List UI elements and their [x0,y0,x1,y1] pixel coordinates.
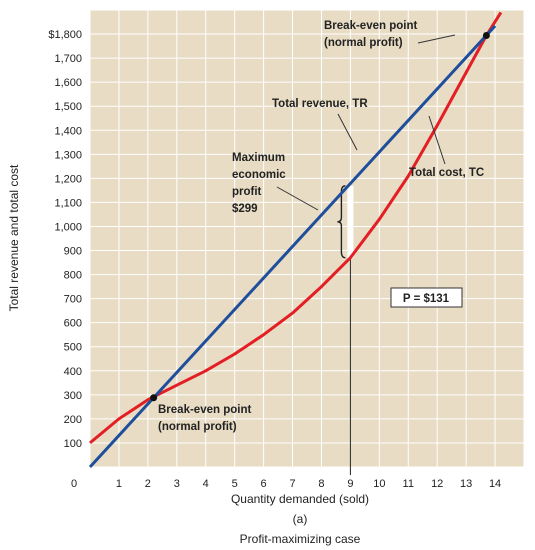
y-tick-label: 1,400 [54,125,82,137]
x-tick-label: 12 [431,478,443,490]
price-box [390,287,463,308]
max-profit-pointer [276,186,319,211]
y-tick-label: 1,100 [54,197,82,209]
y-axis-label: Total revenue and total cost [7,164,21,311]
y-tick-label: 1,700 [54,53,82,65]
profit-gap [347,185,354,258]
break-even-top-pointer [417,34,456,44]
break-even-top-label-1: Break-even point [324,20,417,32]
x-tick-label: 5 [232,478,238,490]
tc-label: Total cost, TC [409,167,484,179]
x-tick-label: 11 [403,478,414,490]
x-tick-label: 8 [318,478,324,490]
max-profit-label-3: profit [232,186,262,198]
sub-label: (a) [293,512,308,526]
series-layer [88,11,503,469]
y-tick-label: 1,000 [54,221,82,233]
y-tick-label: 1,200 [54,173,82,185]
y-tick-label: 1,500 [54,101,82,113]
profit-bracket [337,185,354,475]
y-tick-label: 300 [64,390,82,402]
break-even-bottom-label-2: (normal profit) [158,421,237,433]
x-tick-label: 13 [460,478,472,490]
x-tick-label: 10 [373,478,385,490]
break-even-top-label-2: (normal profit) [324,37,403,49]
y-tick-label: 1,300 [54,149,82,161]
total-cost-line [89,11,503,445]
tick-labels: 0 1 2 3 4 5 6 7 8 9 10 11 12 13 1410020030040050060070… [48,29,501,490]
x-tick-label: 14 [489,478,501,490]
y-tick-label: 1,600 [54,77,82,89]
tc-pointer [428,115,446,165]
y-tick-label: 200 [64,414,82,426]
x-tick-label: 7 [289,478,295,490]
break-even-point [482,31,490,39]
x-axis-label: Quantity demanded (sold) [231,492,369,506]
y-tick-label: 100 [64,438,82,450]
profit-brace [337,185,346,259]
x-tick-label: 2 [145,478,151,490]
break-even-bottom-label-1: Break-even point [158,404,251,416]
caption: Profit-maximizing case [240,532,361,546]
x-tick-label: 0 [71,478,77,490]
max-profit-label-4: $299 [232,203,258,215]
x-tick-label: 1 [116,478,122,490]
price-box-label: P = $131 [403,293,450,305]
break-even-point [150,394,158,402]
tr-pointer [337,113,358,151]
x-tick-label: 9 [347,478,353,490]
y-tick-label: 400 [64,366,82,378]
x-tick-label: 3 [174,478,180,490]
y-tick-label: 500 [64,342,82,354]
y-tick-label: 700 [64,294,82,306]
x-tick-label: 6 [261,478,267,490]
y-tick-label: 800 [64,270,82,282]
total-revenue-line [88,24,497,469]
y-tick-label: $1,800 [48,29,82,41]
max-profit-label-1: Maximum [232,152,285,164]
y-tick-label: 600 [64,318,82,330]
tr-label: Total revenue, TR [272,98,368,110]
max-profit-label-2: economic [232,169,286,181]
x-tick-label: 4 [203,478,209,490]
break-even-points [150,31,490,402]
y-tick-label: 900 [64,246,82,258]
